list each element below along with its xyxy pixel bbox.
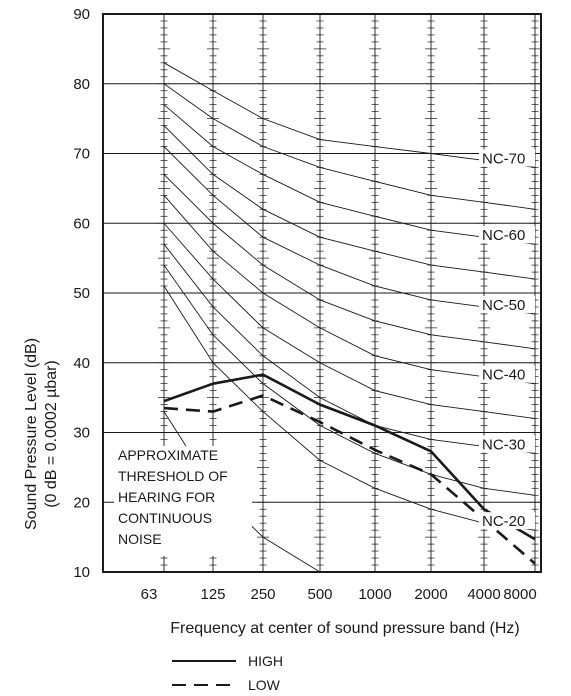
- y-tick-label: 70: [73, 146, 90, 163]
- y-axis-subtitle: (0 dB = 0.0002 µbar): [43, 360, 60, 508]
- x-tick-label: 500: [307, 586, 332, 603]
- minor-tick-marks: [314, 20, 326, 566]
- x-tick-label: 4000: [467, 586, 500, 603]
- annotation-line: THRESHOLD OF: [118, 468, 228, 484]
- legend-high-label: HIGH: [248, 653, 283, 669]
- nc-label-background: [479, 226, 535, 244]
- nc-curve: [163, 174, 536, 350]
- y-tick-label: 20: [73, 494, 90, 511]
- nc-curve-label: NC-50: [482, 297, 525, 314]
- nc-label-background: [479, 365, 535, 383]
- nc-label-background: [479, 435, 535, 453]
- nc-curve: [163, 83, 536, 210]
- grid-lines: [103, 14, 541, 572]
- plot-frame: [102, 13, 542, 573]
- x-tick-label: 63: [141, 586, 158, 603]
- nc-curve: [163, 243, 536, 454]
- nc-curve-label: NC-70: [482, 150, 525, 167]
- nc-curve: [163, 146, 536, 315]
- data-series: [163, 373, 536, 565]
- nc-curve: [163, 125, 536, 280]
- nc-curve: [163, 222, 536, 419]
- nc-label-background: [479, 149, 535, 167]
- x-axis-tick-labels: 63 125 250 500 1000 2000 4000 8000: [141, 586, 537, 603]
- y-tick-label: 80: [73, 76, 90, 93]
- y-tick-label: 40: [73, 355, 90, 372]
- nc-curve: [163, 104, 536, 245]
- x-tick-label: 8000: [503, 586, 536, 603]
- nc-curve-label: NC-20: [482, 513, 525, 530]
- annotation-line: APPROXIMATE: [118, 447, 218, 463]
- legend: HIGH LOW: [172, 653, 283, 693]
- threshold-annotation: APPROXIMATE THRESHOLD OF HEARING FOR CON…: [114, 446, 252, 556]
- nc-curve-label: NC-60: [482, 227, 525, 244]
- series-line-high: [163, 373, 536, 541]
- nc-curve: [163, 62, 536, 168]
- legend-low-label: LOW: [248, 677, 281, 693]
- x-axis-title: Frequency at center of sound pressure ba…: [170, 620, 520, 637]
- series-line-low: [163, 394, 536, 565]
- y-axis-title: Sound Pressure Level (dB): [23, 338, 40, 530]
- nc-curve-labels: NC-20 NC-30 NC-40 NC-50 NC-60 NC-70: [479, 149, 535, 530]
- y-axis-tick-labels: 10 20 30 40 50 60 70 80 90: [73, 6, 90, 581]
- annotation-line: CONTINUOUS: [118, 510, 212, 526]
- nc-curve-label: NC-30: [482, 436, 525, 453]
- nc-label-background: [479, 295, 535, 313]
- annotation-background: [114, 446, 252, 556]
- nc-label-background: [479, 512, 535, 530]
- y-tick-label: 60: [73, 215, 90, 232]
- nc-curve: [163, 195, 536, 385]
- x-tick-label: 125: [200, 586, 225, 603]
- nc-curve-label: NC-40: [482, 367, 525, 384]
- x-tick-label: 2000: [414, 586, 447, 603]
- annotation-line: NOISE: [118, 531, 162, 547]
- y-tick-label: 10: [73, 564, 90, 581]
- y-tick-label: 90: [73, 6, 90, 23]
- y-tick-label: 50: [73, 285, 90, 302]
- x-tick-label: 250: [250, 586, 275, 603]
- minor-tick-marks: [369, 20, 381, 566]
- minor-tick-marks: [425, 20, 437, 566]
- annotation-line: HEARING FOR: [118, 489, 215, 505]
- x-tick-label: 1000: [358, 586, 391, 603]
- y-tick-label: 30: [73, 425, 90, 442]
- nc-curve: [163, 264, 536, 496]
- nc-curve: [163, 285, 536, 531]
